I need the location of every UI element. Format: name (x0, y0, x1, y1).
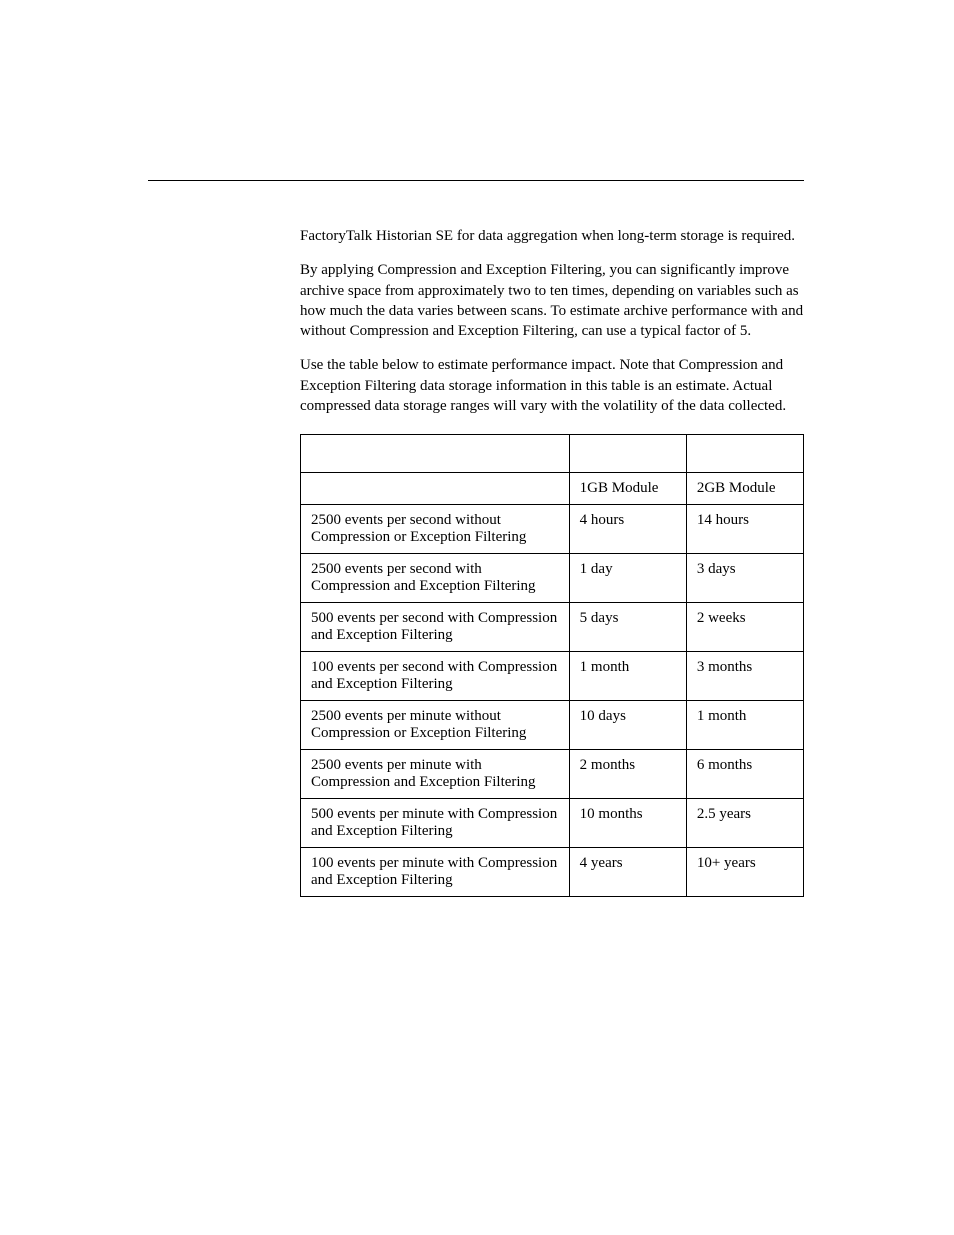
paragraph-1: FactoryTalk Historian SE for data aggreg… (300, 226, 804, 246)
table-cell-1gb: 5 days (569, 603, 686, 652)
table-row: 100 events per minute with Compression a… (301, 848, 804, 897)
table-cell-2gb: 3 days (686, 554, 803, 603)
table-header-row-blank (301, 435, 804, 473)
table-cell-1gb: 10 days (569, 701, 686, 750)
table-cell-1gb: 10 months (569, 799, 686, 848)
table-cell-2gb: 6 months (686, 750, 803, 799)
table-row: 500 events per second with Compression a… (301, 603, 804, 652)
paragraph-3: Use the table below to estimate performa… (300, 355, 804, 416)
table-row: 500 events per minute with Compression a… (301, 799, 804, 848)
performance-table: 1GB Module 2GB Module 2500 events per se… (300, 434, 804, 897)
table-cell-2gb: 14 hours (686, 505, 803, 554)
table-header-blank-desc (301, 435, 570, 473)
table-cell-2gb: 1 month (686, 701, 803, 750)
table-header-blank-2gb (686, 435, 803, 473)
table-header-row: 1GB Module 2GB Module (301, 473, 804, 505)
table-cell-desc: 2500 events per second with Compression … (301, 554, 570, 603)
table-row: 2500 events per minute without Compressi… (301, 701, 804, 750)
table-cell-1gb: 1 day (569, 554, 686, 603)
table-cell-desc: 2500 events per minute without Compressi… (301, 701, 570, 750)
table-cell-2gb: 10+ years (686, 848, 803, 897)
table-header-desc (301, 473, 570, 505)
table-row: 100 events per second with Compression a… (301, 652, 804, 701)
table-cell-desc: 2500 events per minute with Compression … (301, 750, 570, 799)
paragraph-2: By applying Compression and Exception Fi… (300, 260, 804, 341)
table-cell-desc: 500 events per second with Compression a… (301, 603, 570, 652)
table-header-blank-1gb (569, 435, 686, 473)
content-area: FactoryTalk Historian SE for data aggreg… (300, 180, 804, 897)
table-cell-desc: 100 events per minute with Compression a… (301, 848, 570, 897)
table-cell-desc: 500 events per minute with Compression a… (301, 799, 570, 848)
table-header-2gb: 2GB Module (686, 473, 803, 505)
table-cell-1gb: 4 hours (569, 505, 686, 554)
table-cell-2gb: 2 weeks (686, 603, 803, 652)
table-row: 2500 events per second with Compression … (301, 554, 804, 603)
table-row: 2500 events per second without Compressi… (301, 505, 804, 554)
table-row: 2500 events per minute with Compression … (301, 750, 804, 799)
table-cell-desc: 2500 events per second without Compressi… (301, 505, 570, 554)
table-cell-2gb: 3 months (686, 652, 803, 701)
header-rule (148, 180, 804, 181)
document-page: FactoryTalk Historian SE for data aggreg… (0, 0, 954, 1235)
table-cell-1gb: 4 years (569, 848, 686, 897)
table-cell-2gb: 2.5 years (686, 799, 803, 848)
table-cell-1gb: 2 months (569, 750, 686, 799)
table-cell-1gb: 1 month (569, 652, 686, 701)
table-header-1gb: 1GB Module (569, 473, 686, 505)
table-cell-desc: 100 events per second with Compression a… (301, 652, 570, 701)
